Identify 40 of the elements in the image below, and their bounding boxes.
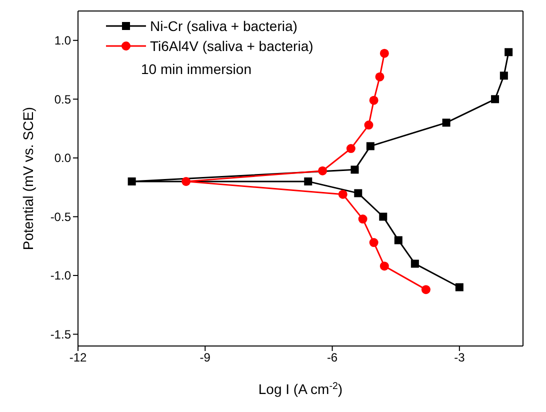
point: [364, 120, 374, 130]
point: [369, 96, 378, 105]
point: [491, 95, 500, 104]
legend-label: Ni-Cr (saliva + bacteria): [150, 17, 298, 36]
point: [318, 166, 328, 176]
y-tick-label: -1.5: [50, 328, 72, 342]
point: [500, 72, 508, 80]
y-tick-label: -1.0: [50, 268, 72, 283]
point: [442, 118, 450, 127]
point: [354, 189, 362, 198]
point: [346, 144, 356, 154]
y-tick-label: 1.0: [54, 34, 72, 48]
x-tick-label: -12: [69, 350, 87, 365]
x-tick-label: -3: [454, 350, 466, 365]
point: [421, 285, 430, 294]
point: [366, 142, 374, 150]
x-tick-label: -6: [326, 350, 338, 365]
point: [380, 262, 389, 271]
point: [455, 283, 464, 292]
point: [358, 214, 368, 224]
point: [304, 177, 312, 186]
point: [182, 176, 191, 186]
point: [504, 48, 513, 56]
x-axis-title: Log I (A cm$^{-2}$): [258, 380, 343, 397]
y-tick-label: -0.5: [50, 210, 72, 224]
point: [380, 48, 389, 58]
annotation: 10 min immersion: [141, 61, 252, 77]
point: [375, 72, 384, 82]
point: [379, 212, 388, 221]
point: [350, 166, 359, 174]
y-tick-label: 0.0: [54, 151, 72, 166]
point: [338, 190, 348, 199]
x-tick-label: -9: [200, 350, 211, 365]
point: [394, 236, 402, 244]
y-axis-title: Potential (mV vs. SCE): [20, 106, 36, 250]
point: [369, 238, 378, 248]
legend-label: Ti6Al4V (saliva + bacteria): [150, 37, 314, 56]
point: [128, 177, 136, 186]
point: [410, 260, 419, 268]
y-tick-label: 0.5: [54, 92, 72, 106]
